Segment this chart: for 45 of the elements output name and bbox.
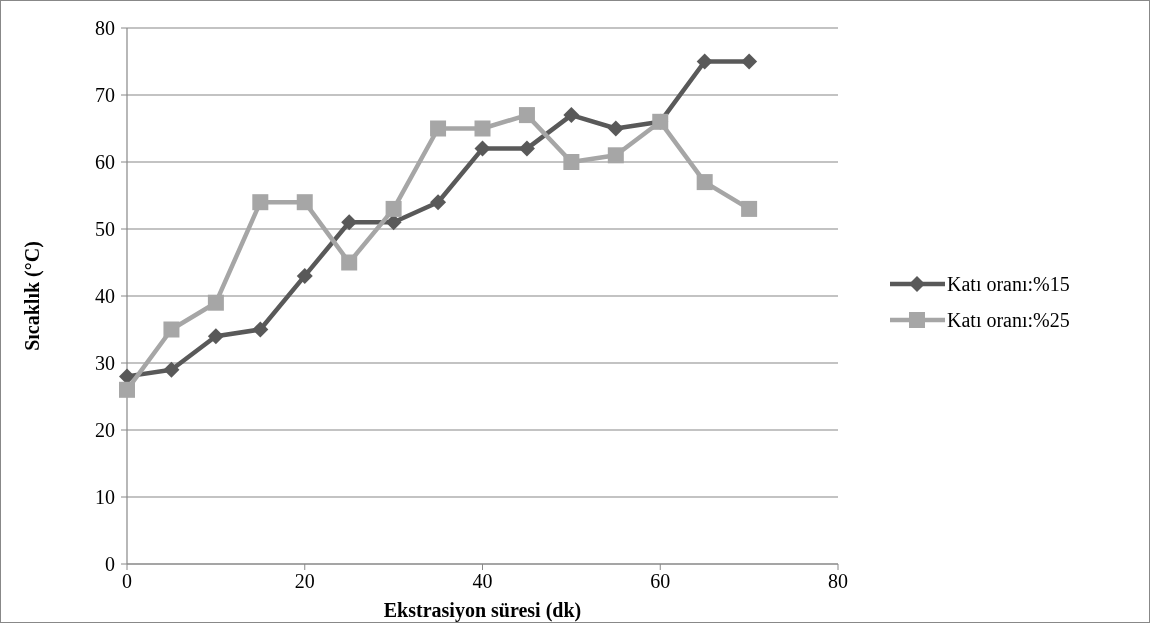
x-tick-label: 40 (472, 570, 493, 592)
point (207, 328, 224, 345)
point (252, 321, 269, 338)
x-tick-label: 80 (828, 570, 848, 592)
legend-label: Katı oranı:%15 (947, 273, 1070, 295)
point (207, 294, 224, 311)
point (430, 194, 447, 211)
point (163, 321, 180, 338)
y-tick-label: 30 (95, 352, 115, 374)
point (741, 53, 758, 70)
point (696, 53, 713, 70)
point (341, 214, 358, 231)
y-tick-label: 40 (95, 285, 115, 307)
y-tick-label: 0 (105, 553, 115, 575)
y-tick-label: 50 (95, 218, 115, 240)
y-tick-label: 70 (95, 84, 115, 106)
x-tick-label: 20 (294, 570, 315, 592)
point (252, 194, 269, 211)
point (385, 200, 402, 217)
point (563, 154, 580, 170)
point (741, 200, 758, 217)
point (696, 174, 713, 191)
point (296, 267, 313, 284)
x-tick-label: 0 (122, 570, 132, 592)
point (296, 194, 313, 211)
x-axis-title: Ekstrasiyon süresi (dk) (383, 599, 582, 622)
point (385, 214, 402, 231)
point (341, 254, 358, 271)
point (518, 140, 535, 157)
y-tick-label: 80 (95, 17, 115, 39)
point (430, 120, 447, 137)
legend-label: Katı oranı:%25 (947, 309, 1070, 331)
y-tick-label: 10 (95, 486, 115, 508)
point (474, 120, 491, 137)
point (474, 140, 491, 157)
point (607, 147, 624, 164)
point (563, 107, 580, 124)
y-axis-title: Sıcaklık (°C) (21, 241, 44, 351)
y-tick-label: 60 (95, 151, 115, 173)
y-tick-label: 20 (95, 419, 115, 441)
x-tick-label: 60 (650, 570, 671, 592)
point (607, 120, 624, 137)
point (518, 107, 535, 124)
point (119, 381, 135, 398)
point (163, 361, 180, 378)
